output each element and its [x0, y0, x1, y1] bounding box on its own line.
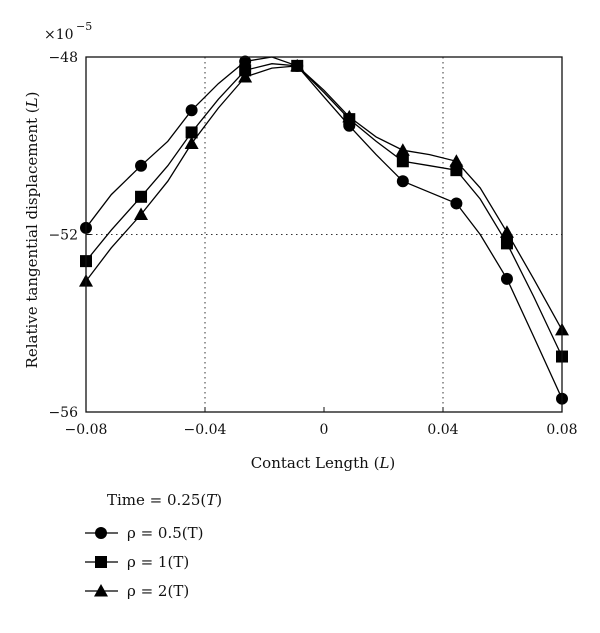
legend-entry-label: ρ = 1(T) [127, 553, 189, 571]
x-tick-label: −0.04 [184, 422, 227, 438]
x-tick-label: 0.08 [546, 422, 577, 438]
y-axis-label: Relative tangential displacement (L) [23, 92, 41, 369]
tick-marks: −0.08 −0.04 0 0.04 0.08 −48 −52 −56 [48, 50, 577, 438]
y-tick-label: −52 [48, 228, 78, 244]
data-point-triangle [184, 136, 199, 150]
legend: Time = 0.25(T) ρ = 0.5(T) ρ = 1(T) ρ = 2(T… [85, 491, 222, 600]
legend-marker-triangle [94, 584, 108, 597]
data-point-square [396, 155, 409, 168]
data-point-circle [185, 104, 198, 117]
data-point-square [500, 237, 513, 250]
legend-marker-square [95, 556, 107, 568]
y-tick-label: −56 [48, 405, 78, 421]
series-markers [79, 55, 569, 405]
data-point-square [135, 190, 148, 203]
x-tick-label: 0 [320, 422, 329, 438]
legend-marker-circle [95, 527, 107, 539]
data-point-triangle [499, 225, 514, 238]
series-lines [85, 56, 563, 399]
series-line-square [85, 63, 563, 357]
data-point-triangle [449, 154, 464, 167]
data-point-circle [450, 197, 463, 210]
y-tick-label: −48 [48, 50, 78, 66]
x-tick-label: −0.08 [65, 422, 108, 438]
data-point-circle [396, 175, 409, 188]
data-point-square [450, 164, 463, 177]
data-point-triangle [134, 207, 149, 221]
data-point-triangle [395, 143, 410, 156]
x-tick-label: 0.04 [427, 422, 458, 438]
legend-entry-label: ρ = 2(T) [127, 582, 189, 600]
data-point-triangle [290, 58, 305, 72]
legend-entry-label: ρ = 0.5(T) [127, 524, 204, 542]
data-point-circle [500, 272, 513, 285]
y-axis-multiplier: ×10 −5 [44, 20, 92, 43]
data-point-triangle [342, 109, 357, 123]
legend-title: Time = 0.25(T) [107, 491, 222, 509]
grid-lines [86, 57, 562, 412]
y-multiplier-exponent: −5 [76, 20, 92, 33]
data-point-circle [135, 159, 148, 172]
data-point-square [185, 126, 198, 139]
series-line-triangle [85, 65, 563, 331]
series-line-circle [85, 56, 563, 399]
y-multiplier-base: ×10 [44, 27, 74, 43]
x-axis-label: Contact Length (L) [251, 454, 396, 472]
data-point-triangle [238, 69, 253, 83]
